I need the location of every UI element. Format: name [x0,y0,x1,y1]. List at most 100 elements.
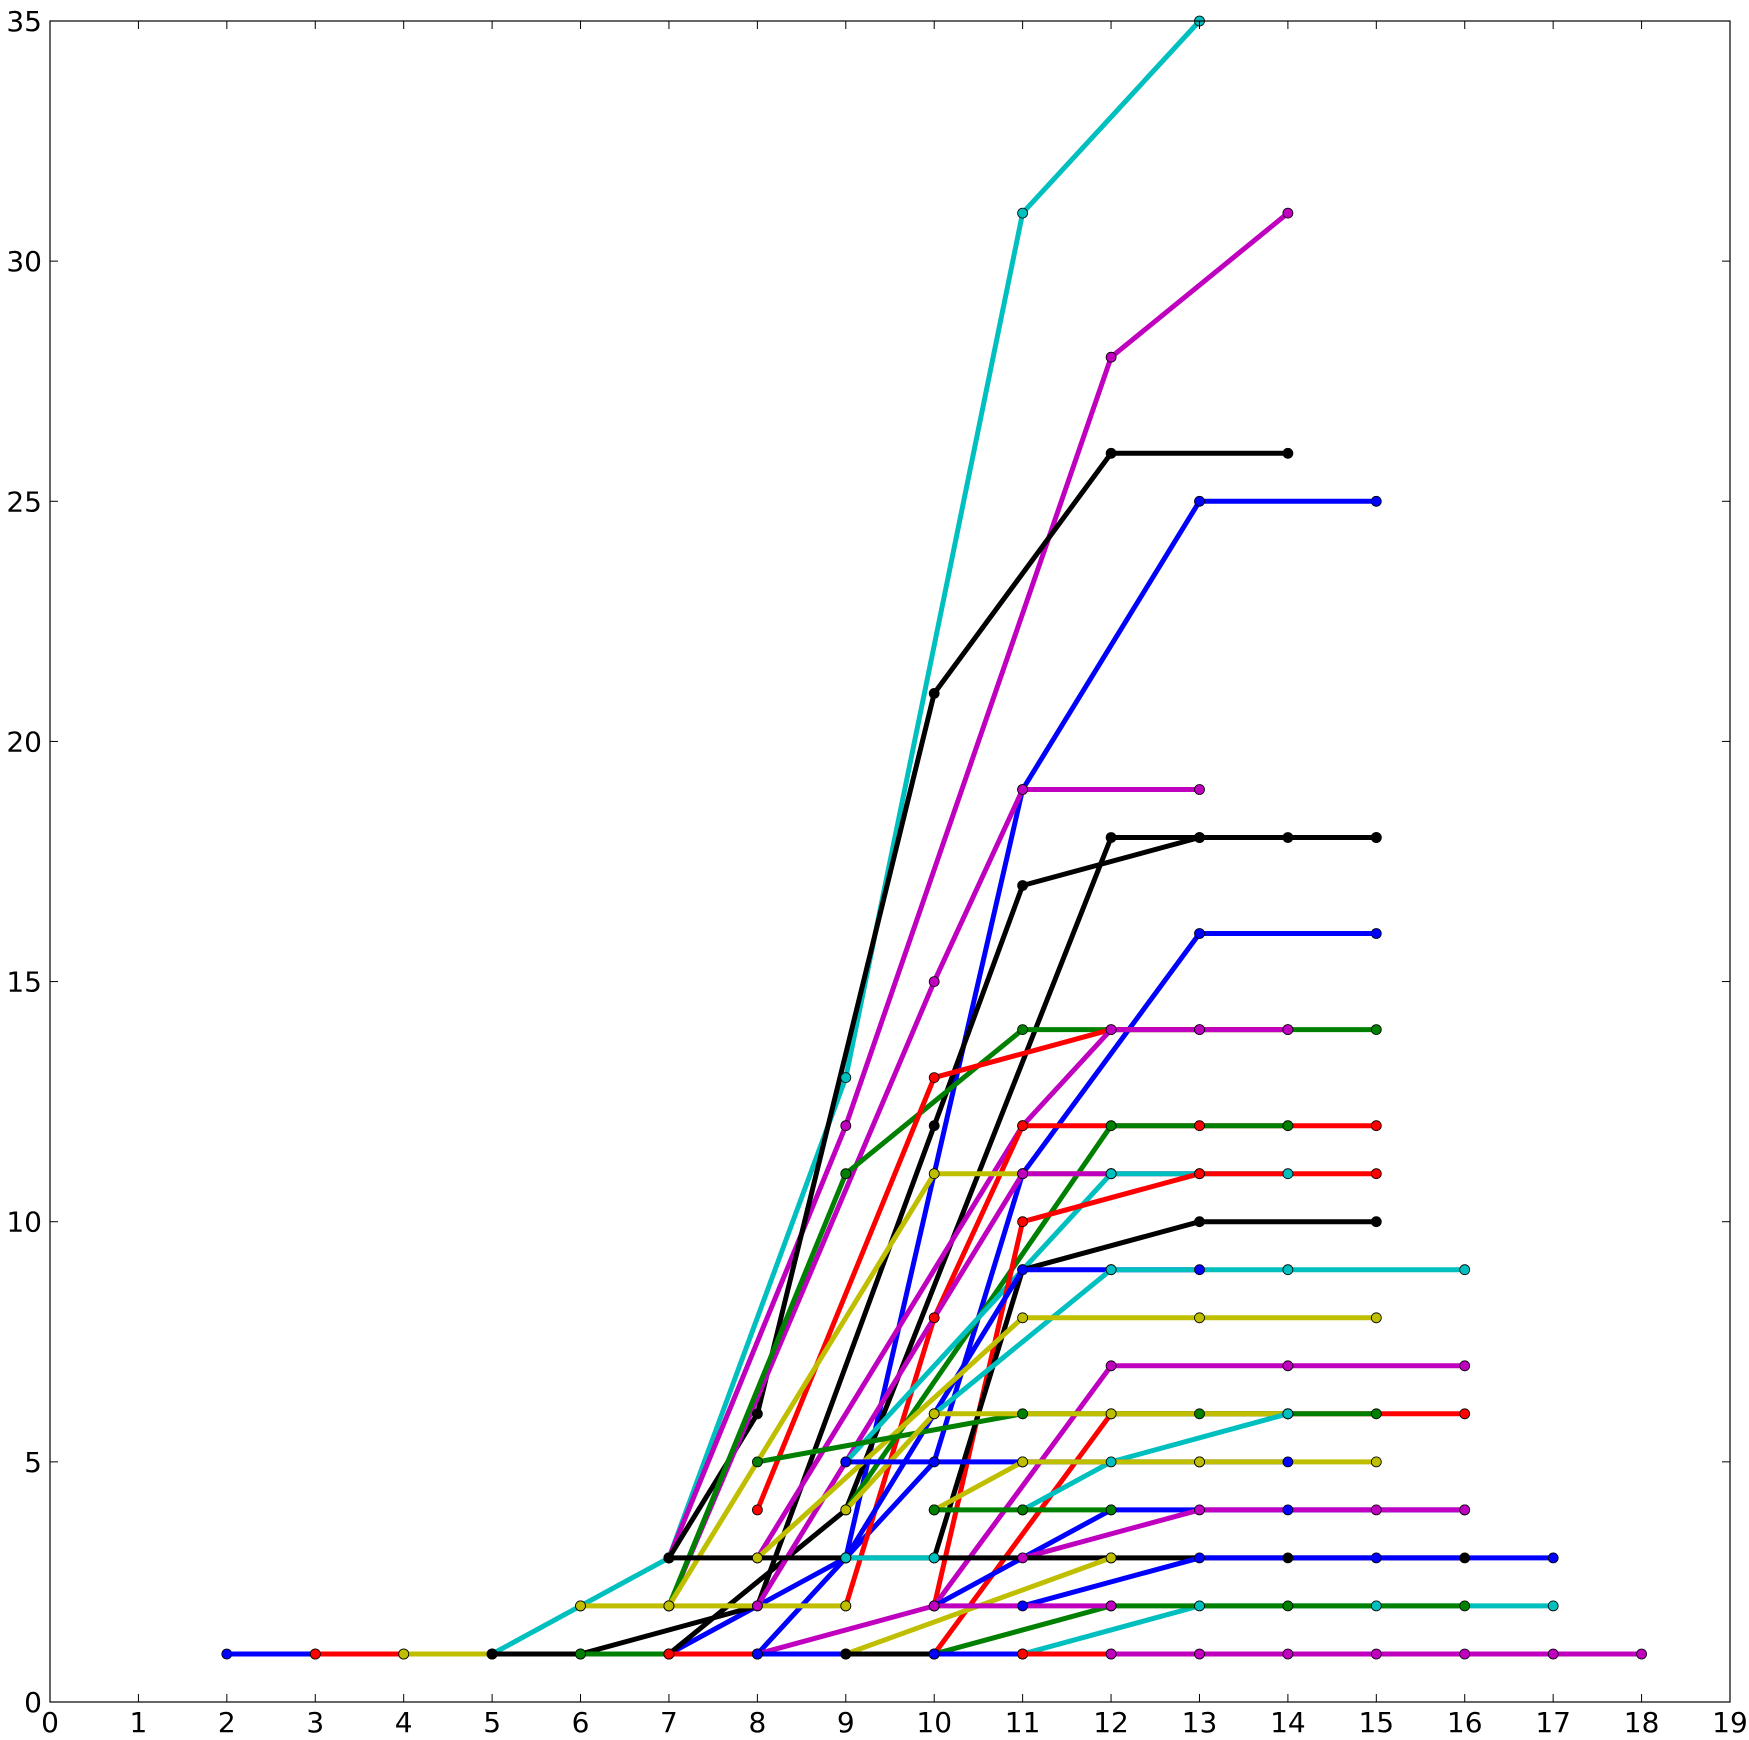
series-1 [489,18,1202,1657]
data-point [840,1168,852,1180]
data-point [1194,1312,1205,1324]
x-tick-label: 16 [1447,1706,1483,1735]
data-point [1459,1264,1471,1276]
x-tick-label: 14 [1270,1706,1306,1735]
data-point [1636,1648,1647,1660]
series-22-markers [928,1360,1471,1612]
data-point [1194,495,1205,507]
series-28-markers [928,1456,1382,1516]
data-point [752,1408,763,1420]
series-line [931,1363,1468,1609]
data-point [1105,351,1117,363]
x-tick-label: 4 [395,1706,413,1735]
data-point [1370,1504,1382,1516]
data-point [1282,1504,1294,1516]
x-tick-label: 7 [660,1706,678,1735]
data-point [1370,1216,1382,1228]
data-point [1282,1552,1294,1564]
series-5 [666,787,1202,1609]
series-21-markers [752,1312,1382,1564]
data-point [1017,1552,1028,1564]
series-50-markers [1105,1648,1647,1660]
x-tick-label: 10 [916,1706,952,1735]
data-point [1017,1600,1028,1612]
y-tick-label: 5 [24,1446,42,1479]
series-line [666,835,1379,1657]
data-point [1282,832,1294,843]
data-point [1370,928,1382,939]
x-tick-label: 1 [130,1706,148,1735]
y-tick-label: 0 [24,1686,42,1719]
data-point [1459,1600,1471,1612]
series-4 [666,498,1379,1657]
series-5-markers [663,784,1205,1612]
data-point [1194,832,1205,843]
x-tick-label: 5 [483,1706,501,1735]
data-point [1017,1264,1028,1276]
series-24-markers [752,1408,1382,1468]
data-point [1105,1264,1117,1276]
data-point [752,1504,763,1516]
axes-layer: 0 1 2 3 4 5 6 7 8 9 10 11 12 13 14 15 16 17 18 190510152025… [6,5,1747,1739]
data-point [1017,1648,1028,1660]
series-36 [1020,1603,1556,1657]
x-tick-label: 0 [41,1706,59,1735]
y-tick-label: 25 [6,485,42,518]
data-point [840,1120,852,1132]
data-point [1194,1264,1205,1276]
data-point [928,1312,940,1324]
data-point [575,1600,586,1612]
data-point [1547,1552,1559,1564]
data-point [1017,1456,1028,1468]
data-point [1017,1168,1028,1180]
data-point [1370,495,1382,507]
data-point [1194,1552,1205,1564]
series-line [1020,1603,1556,1657]
series-28 [931,1459,1379,1513]
data-point [1370,1408,1382,1420]
data-point [1105,1360,1117,1372]
series-37 [931,1603,1468,1657]
x-tick-label: 2 [218,1706,236,1735]
data-point [1282,1168,1294,1180]
series-30-markers [1017,1504,1471,1564]
data-point [1105,1456,1117,1468]
series-line [931,1603,1468,1657]
data-point [840,1072,852,1083]
data-point [928,1168,940,1180]
series-line [666,498,1379,1657]
data-point [1105,1024,1117,1035]
data-point [928,1072,940,1083]
data-point [928,688,940,699]
data-point [928,1504,940,1516]
series-31-markers [928,1504,1117,1516]
series-33-markers [1017,1552,1559,1612]
data-point [1194,928,1205,939]
series-layer [221,15,1647,1660]
data-point [1547,1600,1559,1612]
data-point [1370,1120,1382,1132]
data-point [1370,1552,1382,1564]
data-point [928,1120,940,1132]
data-point [221,1648,233,1660]
data-point [928,976,940,987]
data-point [663,1600,675,1612]
x-tick-label: 12 [1093,1706,1129,1735]
data-point [1282,1024,1294,1035]
series-line [666,787,1202,1609]
x-tick-label: 13 [1182,1706,1218,1735]
data-point [1105,1504,1117,1516]
data-point [1282,447,1294,459]
data-point [1370,1312,1382,1324]
x-tick-label: 9 [837,1706,855,1735]
data-point [1017,1408,1028,1420]
data-point [752,1456,763,1468]
data-point [840,1648,852,1660]
data-point [1194,1504,1205,1516]
data-point [840,1600,852,1612]
data-point [1194,1600,1205,1612]
data-point [1459,1408,1471,1420]
data-point [928,1600,940,1612]
series-line [489,18,1202,1657]
data-point [1105,1648,1117,1660]
